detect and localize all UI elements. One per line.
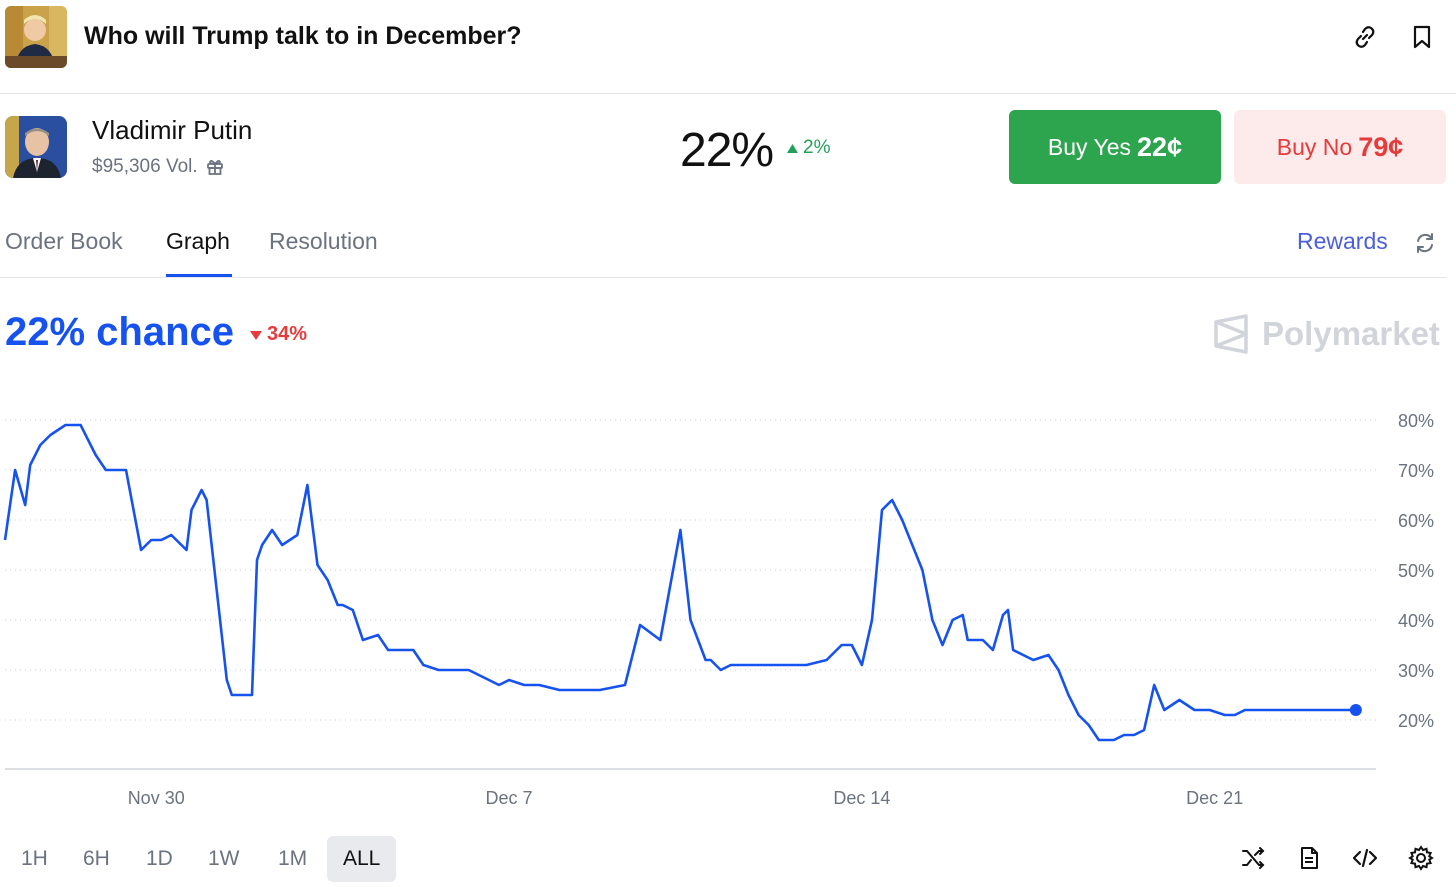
probability: 22%: [680, 124, 774, 177]
volume-text: $95,306 Vol.: [92, 156, 198, 177]
y-tick-label: 40%: [1398, 611, 1434, 631]
rewards-link[interactable]: Rewards: [1297, 228, 1388, 254]
polymarket-watermark: Polymarket: [1212, 314, 1440, 354]
buy-yes-button[interactable]: Buy Yes 22¢: [1009, 110, 1221, 184]
link-icon[interactable]: [1352, 24, 1378, 50]
tab-graph[interactable]: Graph: [166, 228, 230, 254]
tab-order-book[interactable]: Order Book: [5, 228, 123, 254]
range-1m[interactable]: 1M: [278, 847, 308, 870]
event-thumbnail: [5, 6, 67, 68]
change-down-badge: 34%: [249, 323, 307, 346]
range-all[interactable]: ALL: [327, 836, 397, 882]
document-icon[interactable]: [1296, 845, 1322, 871]
market-row: Vladimir Putin $95,306 Vol. 22% 2% Buy Y…: [0, 95, 1456, 205]
series-line: [3, 423, 1356, 742]
range-1h[interactable]: 1H: [21, 847, 48, 870]
gift-icon[interactable]: [206, 158, 224, 176]
x-tick-label: Dec 14: [833, 788, 890, 808]
last-point-marker: [1349, 704, 1362, 716]
polymarket-logo-icon: [1214, 314, 1248, 354]
shuffle-icon[interactable]: [1240, 845, 1266, 871]
range-1d[interactable]: 1D: [146, 847, 173, 870]
y-tick-label: 20%: [1398, 711, 1434, 731]
range-1w[interactable]: 1W: [208, 847, 240, 870]
y-tick-label: 70%: [1398, 461, 1434, 481]
active-tab-indicator: [166, 274, 232, 277]
candidate-avatar: [5, 116, 67, 178]
embed-code-icon[interactable]: [1352, 845, 1378, 871]
y-tick-label: 80%: [1398, 411, 1434, 431]
event-title: Who will Trump talk to in December?: [84, 22, 522, 50]
tab-resolution[interactable]: Resolution: [269, 228, 378, 254]
refresh-icon[interactable]: [1412, 230, 1438, 256]
triangle-down-icon: [250, 330, 262, 340]
y-tick-label: 60%: [1398, 511, 1434, 531]
change-down-value: 34%: [267, 323, 308, 345]
buy-yes-label: Buy Yes: [1047, 133, 1132, 160]
buy-no-label: Buy No: [1276, 133, 1353, 160]
range-6h[interactable]: 6H: [83, 847, 110, 870]
change-up-badge: 2%: [786, 137, 830, 159]
chance-label: 22% chance: [5, 310, 235, 354]
candidate-name: Vladimir Putin: [92, 115, 253, 145]
event-header: Who will Trump talk to in December?: [0, 0, 1456, 94]
volume: $95,306 Vol.: [92, 156, 224, 178]
buy-yes-price: 22¢: [1137, 131, 1183, 162]
price-chart[interactable]: 80% 70% 60% 50% 40% 30% 20% Nov 30 Dec 7 Dec 14 De…: [0, 380, 1456, 815]
buy-no-button[interactable]: Buy No 79¢: [1234, 110, 1446, 184]
brand-name: Polymarket: [1262, 315, 1440, 352]
settings-gear-icon[interactable]: [1408, 845, 1434, 871]
buy-no-price: 79¢: [1358, 131, 1404, 162]
triangle-up-icon: [787, 143, 798, 153]
y-tick-label: 50%: [1398, 561, 1434, 581]
bookmark-icon[interactable]: [1409, 24, 1435, 50]
x-tick-label: Dec 21: [1186, 788, 1243, 808]
change-up-value: 2%: [803, 137, 831, 158]
x-tick-label: Nov 30: [128, 788, 185, 808]
chart-svg[interactable]: 80% 70% 60% 50% 40% 30% 20% Nov 30 Dec 7 Dec 14 De…: [0, 380, 1456, 815]
x-tick-label: Dec 7: [486, 788, 533, 808]
tab-bar: Order Book Graph Resolution Rewards: [0, 206, 1447, 278]
y-tick-label: 30%: [1398, 661, 1434, 681]
